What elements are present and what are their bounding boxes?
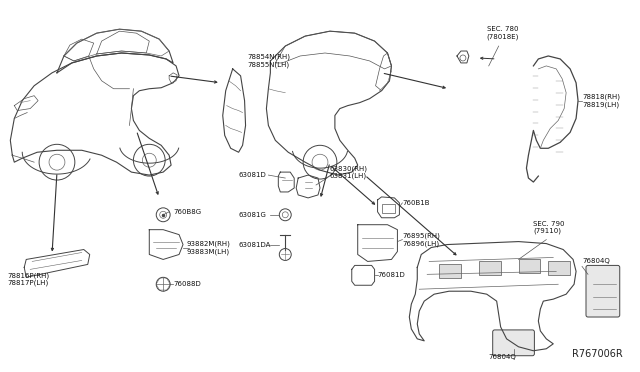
Text: 78818(RH)
78819(LH): 78818(RH) 78819(LH) [582,94,620,108]
Text: 63081DA: 63081DA [239,241,271,247]
Text: 63830(RH)
63831(LH): 63830(RH) 63831(LH) [330,165,368,179]
Text: 76895(RH)
76896(LH): 76895(RH) 76896(LH) [403,232,440,247]
Text: 760B1B: 760B1B [403,200,430,206]
Text: 76088D: 76088D [173,281,201,287]
Text: 76804Q: 76804Q [582,259,610,264]
Text: 76804Q: 76804Q [489,354,516,360]
FancyBboxPatch shape [586,265,620,317]
Text: SEC. 790
(79110): SEC. 790 (79110) [533,221,565,234]
Bar [439,264,461,278]
Text: 63081G: 63081G [239,212,266,218]
Bar [479,262,500,275]
Text: SEC. 780
(78018E): SEC. 780 (78018E) [487,26,519,40]
Text: 93882M(RH)
93883M(LH): 93882M(RH) 93883M(LH) [186,241,230,254]
FancyBboxPatch shape [493,330,534,356]
Bar [381,204,396,213]
Text: 78816P(RH)
78817P(LH): 78816P(RH) 78817P(LH) [7,272,49,286]
Text: 76081D: 76081D [378,272,405,278]
Bar [548,262,570,275]
Bar [518,259,540,273]
Text: R767006R: R767006R [572,349,623,359]
Text: 78854N(RH)
78855N(LH): 78854N(RH) 78855N(LH) [248,54,291,68]
Text: 63081D: 63081D [239,172,266,178]
Text: 760B8G: 760B8G [173,209,201,215]
